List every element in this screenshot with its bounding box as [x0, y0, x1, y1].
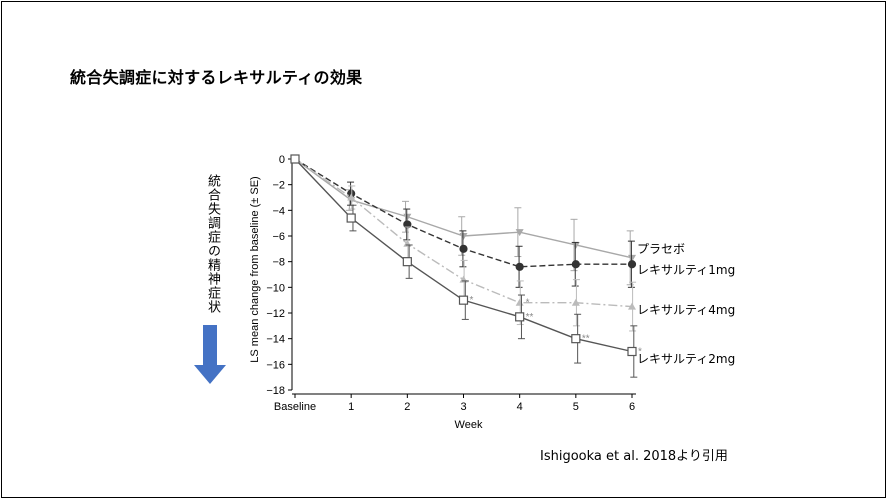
data-point — [403, 213, 412, 221]
series-label: レキサルティ1mg — [637, 263, 735, 277]
y-tick-label: −6 — [272, 231, 285, 243]
data-point — [459, 233, 468, 240]
y-tick-label: 0 — [279, 154, 285, 166]
series-label: レキサルティ4mg — [637, 303, 735, 317]
data-point — [402, 257, 412, 267]
x-tick-label: 6 — [629, 401, 635, 413]
series-line — [294, 158, 633, 308]
data-point — [628, 254, 636, 262]
data-point — [571, 298, 580, 306]
x-tick-label: 4 — [517, 401, 523, 413]
significance-mark: * — [470, 295, 474, 306]
x-tick-label: 3 — [460, 401, 466, 413]
vertical-axis-note: 統合失調症の精神症状 — [205, 174, 220, 314]
y-tick-label: −12 — [266, 308, 285, 320]
data-point — [458, 295, 469, 305]
x-axis-title: Week — [455, 419, 483, 431]
data-point — [571, 241, 580, 249]
series-2: * — [291, 155, 637, 332]
y-tick-label: −18 — [266, 385, 285, 397]
data-point — [459, 275, 468, 283]
x-tick-label: 1 — [348, 401, 354, 413]
series-3: ****** — [290, 154, 642, 378]
data-point — [571, 260, 580, 269]
data-point — [628, 302, 636, 310]
data-point — [290, 154, 300, 164]
slide-title: 統合失調症に対するレキサルティの効果 — [70, 68, 363, 87]
data-point — [515, 298, 524, 306]
series-label: レキサルティ2mg — [637, 352, 735, 366]
data-point — [515, 262, 524, 271]
series-0 — [291, 156, 636, 286]
y-tick-label: −2 — [272, 180, 285, 192]
x-tick-label: 2 — [404, 401, 410, 413]
series-line — [294, 158, 633, 259]
data-point — [459, 244, 468, 253]
data-point — [627, 260, 637, 269]
y-tick-label: −14 — [266, 334, 285, 346]
x-tick-label: Baseline — [274, 401, 316, 413]
series-label: プラセボ — [637, 242, 685, 256]
significance-mark: * — [526, 298, 530, 309]
y-axis-title: LS mean change from baseline (± SE) — [249, 176, 261, 362]
y-tick-label: −4 — [272, 205, 285, 217]
data-point — [347, 193, 356, 201]
down-arrow-icon — [194, 325, 226, 384]
data-point — [515, 312, 525, 322]
significance-mark: ** — [582, 334, 590, 345]
x-tick-label: 5 — [573, 401, 579, 413]
significance-mark: * — [638, 347, 642, 358]
significance-mark: ** — [526, 312, 534, 323]
data-point — [346, 213, 356, 223]
citation: Ishigooka et al. 2018より引用 — [540, 449, 728, 464]
data-point — [515, 229, 524, 237]
series-1 — [290, 154, 637, 288]
data-point — [403, 220, 412, 229]
y-tick-label: −10 — [266, 282, 285, 294]
data-point — [627, 346, 637, 357]
y-tick-label: −16 — [266, 359, 285, 371]
y-tick-label: −8 — [272, 257, 285, 269]
data-point — [571, 334, 581, 344]
